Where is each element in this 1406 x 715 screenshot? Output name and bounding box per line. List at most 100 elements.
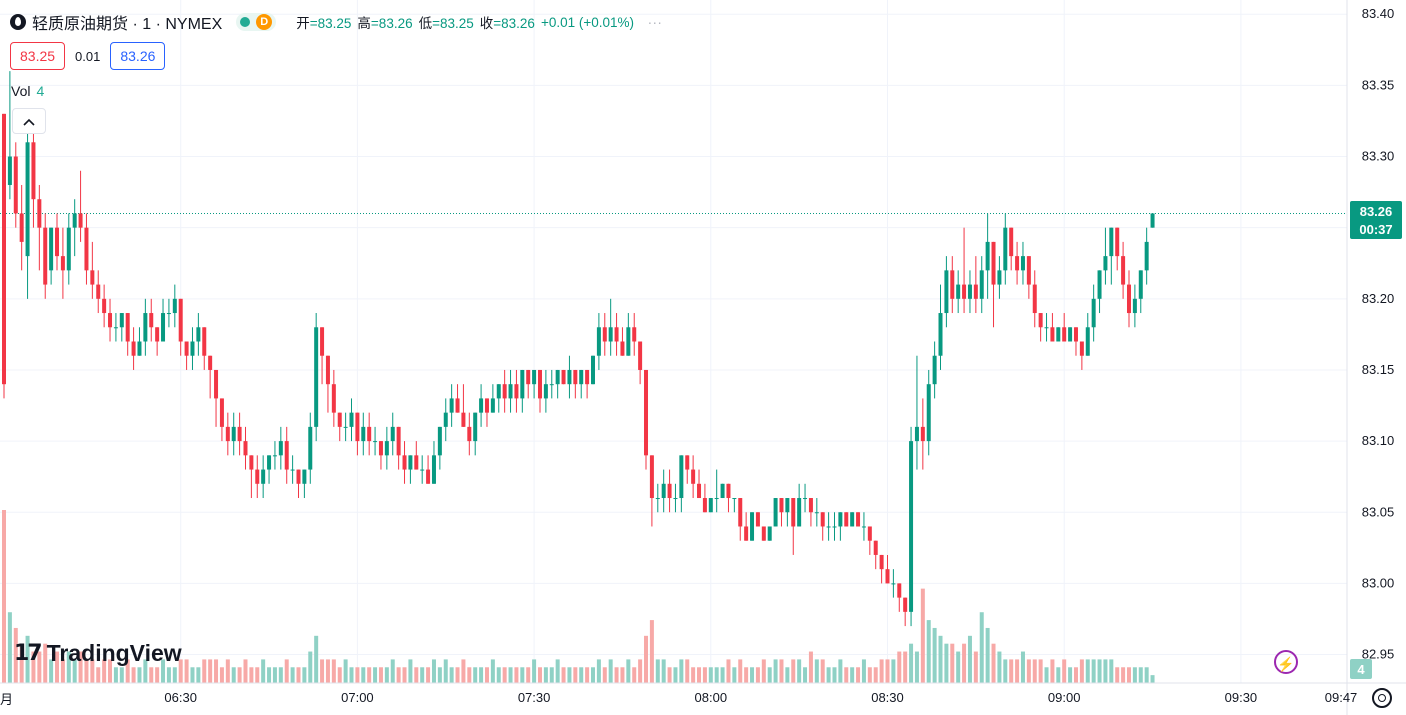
candle-body bbox=[838, 512, 843, 527]
volume-bar bbox=[373, 667, 378, 683]
candle-body bbox=[302, 469, 307, 484]
sell-price-button[interactable]: 83.25 bbox=[10, 42, 66, 70]
price-tick-label: 83.05 bbox=[1362, 504, 1395, 519]
time-tick-label: 09:00 bbox=[1048, 690, 1081, 705]
candle-body bbox=[284, 441, 289, 470]
more-icon[interactable]: ∙∙∙ bbox=[648, 14, 663, 30]
candle-body bbox=[626, 327, 631, 356]
volume-legend[interactable]: Vol 4 bbox=[11, 83, 44, 99]
candle-body bbox=[66, 227, 71, 271]
candle-body bbox=[390, 426, 395, 442]
candle-body bbox=[426, 469, 431, 484]
volume-bar bbox=[526, 667, 531, 683]
price-tick-label: 83.20 bbox=[1362, 291, 1395, 306]
volume-bar bbox=[149, 667, 154, 683]
volume-bar bbox=[1144, 667, 1149, 683]
spread-value: 0.01 bbox=[75, 48, 101, 64]
volume-bar bbox=[1138, 667, 1143, 683]
candle-body bbox=[37, 199, 42, 228]
market-status[interactable]: D bbox=[236, 13, 277, 31]
candle-body bbox=[1138, 270, 1143, 299]
volume-bar bbox=[697, 667, 702, 683]
candle-body bbox=[414, 455, 419, 470]
volume-bar bbox=[420, 667, 425, 683]
candle-body bbox=[1003, 227, 1008, 271]
volume-bar bbox=[808, 651, 813, 683]
price-tick-label: 83.15 bbox=[1362, 362, 1395, 377]
candle-body bbox=[938, 313, 943, 356]
volume-bar bbox=[543, 667, 548, 683]
buy-price-button[interactable]: 83.26 bbox=[110, 42, 166, 70]
price-axis[interactable]: 83.4083.3583.3083.2583.2083.1583.1083.05… bbox=[1362, 6, 1395, 661]
candle-body bbox=[1097, 270, 1102, 299]
volume-bar bbox=[320, 659, 325, 683]
candle-body bbox=[337, 412, 342, 427]
candle-body bbox=[1121, 256, 1126, 285]
volume-bar bbox=[449, 667, 454, 683]
volume-bar bbox=[620, 667, 625, 683]
volume-bar bbox=[1097, 659, 1102, 683]
settings-icon[interactable] bbox=[1372, 688, 1392, 708]
volume-bar bbox=[561, 667, 566, 683]
volume-bar bbox=[255, 667, 260, 683]
volume-bar bbox=[861, 659, 866, 683]
volume-bar bbox=[667, 667, 672, 683]
candle-body bbox=[579, 369, 584, 385]
volume-bar bbox=[532, 659, 537, 683]
candle-body bbox=[755, 512, 760, 527]
candle-body bbox=[585, 369, 590, 385]
volume-bar bbox=[7, 612, 12, 683]
volume-bar bbox=[249, 667, 254, 683]
candle-body bbox=[608, 327, 613, 342]
time-axis[interactable]: 06:30 07:00 07:30 08:00 08:30 09:00 09:30 09:47 bbox=[164, 690, 1357, 705]
volume-bar bbox=[985, 627, 990, 683]
lightning-icon[interactable]: ⚡ bbox=[1274, 650, 1298, 674]
volume-bar bbox=[290, 667, 295, 683]
volume-bar bbox=[944, 643, 949, 683]
volume-bar bbox=[302, 667, 307, 683]
tradingview-logo[interactable]: 17 TradingView bbox=[14, 640, 182, 667]
candle-body bbox=[484, 398, 489, 413]
volume-bar bbox=[431, 659, 436, 683]
volume-bar bbox=[956, 651, 961, 683]
volume-bar bbox=[691, 667, 696, 683]
volume-bar bbox=[196, 667, 201, 683]
candle-body bbox=[932, 355, 937, 385]
candle-body bbox=[1115, 227, 1120, 257]
candle-body bbox=[685, 455, 690, 470]
candle-body bbox=[119, 313, 124, 328]
candle-body bbox=[909, 441, 914, 612]
candle-body bbox=[320, 327, 325, 356]
volume-bar bbox=[1038, 659, 1043, 683]
candle-body bbox=[956, 284, 961, 299]
volume-bar bbox=[644, 635, 649, 683]
volume-bar bbox=[414, 667, 419, 683]
candle-body bbox=[196, 327, 201, 342]
candle-body bbox=[278, 441, 283, 456]
candle-body bbox=[726, 483, 731, 499]
market-open-dot-icon bbox=[240, 17, 251, 27]
volume-bar bbox=[1103, 659, 1108, 683]
volume-bar bbox=[767, 667, 772, 683]
candle-body bbox=[738, 498, 743, 527]
change-value: +0.01 (+0.01%) bbox=[540, 14, 635, 30]
volume-bar bbox=[1079, 659, 1084, 683]
volume-bar bbox=[19, 643, 24, 683]
candle-body bbox=[573, 369, 578, 385]
volume-bar bbox=[31, 651, 36, 683]
candle-body bbox=[832, 526, 837, 528]
candle-body bbox=[214, 369, 219, 399]
symbol-title[interactable]: 轻质原油期货 · 1 · NYMEX bbox=[32, 16, 223, 33]
candle-body bbox=[396, 426, 401, 456]
candle-body bbox=[1073, 327, 1078, 342]
candle-body bbox=[1050, 327, 1055, 342]
candle-body bbox=[202, 327, 207, 356]
candle-body bbox=[532, 369, 537, 385]
month-label: 月 bbox=[0, 692, 14, 707]
candle-body bbox=[814, 512, 819, 514]
volume-bar bbox=[726, 659, 731, 683]
candle-body bbox=[325, 355, 330, 385]
chevron-up-icon[interactable] bbox=[12, 108, 46, 134]
candle-body bbox=[261, 469, 266, 484]
